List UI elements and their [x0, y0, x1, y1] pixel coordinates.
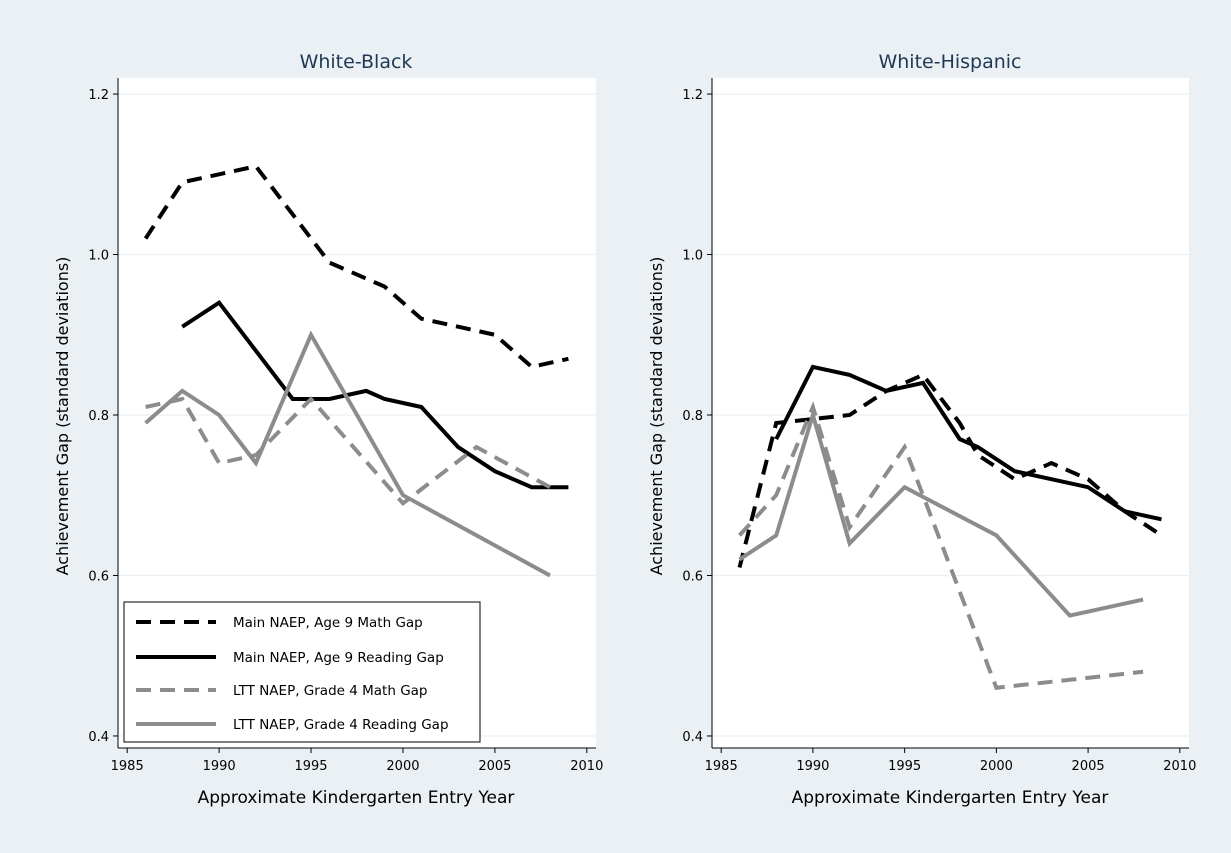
- x-tick-label: 2000: [980, 759, 1013, 774]
- x-axis-label-white-black: Approximate Kindergarten Entry Year: [198, 788, 515, 808]
- series-line-main-naep-age-9-reading-gap-white-black: [181, 300, 569, 490]
- legend-item: LTT NAEP, Grade 4 Reading Gap: [136, 717, 449, 733]
- y-tick-label: 0.8: [682, 409, 703, 424]
- y-tick-label: 1.0: [88, 249, 109, 264]
- series-line-main-naep-age-9-math-gap-white-hispanic: [737, 372, 1163, 568]
- y-axis-label-white-black: Achievement Gap (standard deviations): [53, 257, 72, 576]
- legend-label: Main NAEP, Age 9 Math Gap: [233, 615, 423, 631]
- x-tick-label: 1990: [203, 759, 236, 774]
- x-tick-label: 2005: [1072, 759, 1105, 774]
- y-tick-label: 1.2: [88, 88, 109, 103]
- legend-label: LTT NAEP, Grade 4 Reading Gap: [233, 717, 449, 733]
- panel-title-white-hispanic: White-Hispanic: [878, 51, 1021, 73]
- y-tick-label: 0.4: [88, 730, 109, 745]
- legend-item: Main NAEP, Age 9 Math Gap: [136, 615, 423, 631]
- series-line-ltt-naep-grade-4-math-gap-white-hispanic: [738, 401, 1144, 690]
- y-tick-label: 0.6: [88, 569, 109, 584]
- y-tick-label: 0.8: [88, 409, 109, 424]
- x-tick-label: 1995: [294, 759, 327, 774]
- legend-item: LTT NAEP, Grade 4 Math Gap: [136, 683, 428, 699]
- x-tick-label: 1985: [705, 759, 738, 774]
- y-tick-label: 1.2: [682, 88, 703, 103]
- y-tick-label: 1.0: [682, 249, 703, 264]
- series-line-main-naep-age-9-reading-gap-white-hispanic: [774, 364, 1162, 522]
- series-group-white-black: [143, 164, 569, 578]
- series-line-ltt-naep-grade-4-reading-gap-white-hispanic: [738, 407, 1144, 618]
- grid-white-hispanic: [712, 93, 1189, 737]
- series-line-ltt-naep-grade-4-reading-gap-white-black: [144, 330, 551, 578]
- x-tick-label: 2010: [570, 759, 603, 774]
- series-group-white-hispanic: [737, 364, 1163, 690]
- x-tick-label: 1990: [796, 759, 829, 774]
- panel-title-white-black: White-Black: [300, 51, 413, 73]
- legend-box: [123, 601, 481, 743]
- x-tick-label: 1985: [111, 759, 144, 774]
- axes-white-hispanic: 0.4 0.6 0.8 1.0 1.2 1985 1990 1995 2000 2005 2010: [682, 78, 1196, 774]
- y-axis-label-white-hispanic: Achievement Gap (standard deviations): [647, 257, 666, 576]
- x-tick-label: 2010: [1163, 759, 1196, 774]
- axes-white-black: 0.4 0.6 0.8 1.0 1.2 1985 1990 1995 2000 2005 2010: [88, 78, 603, 774]
- x-axis-label-white-hispanic: Approximate Kindergarten Entry Year: [792, 788, 1109, 808]
- x-tick-label: 2005: [478, 759, 511, 774]
- legend-label: LTT NAEP, Grade 4 Math Gap: [233, 683, 428, 699]
- y-tick-label: 0.4: [682, 730, 703, 745]
- series-line-ltt-naep-grade-4-math-gap-white-black: [145, 396, 551, 507]
- y-tick-label: 0.6: [682, 569, 703, 584]
- legend-item: Main NAEP, Age 9 Reading Gap: [136, 650, 444, 666]
- x-tick-label: 1995: [888, 759, 921, 774]
- legend: Main NAEP, Age 9 Math Gap Main NAEP, Age…: [123, 601, 481, 743]
- series-line-main-naep-age-9-math-gap-white-black: [143, 164, 569, 370]
- plot-area-white-hispanic: [712, 78, 1189, 748]
- x-tick-label: 2000: [386, 759, 419, 774]
- legend-label: Main NAEP, Age 9 Reading Gap: [233, 650, 444, 666]
